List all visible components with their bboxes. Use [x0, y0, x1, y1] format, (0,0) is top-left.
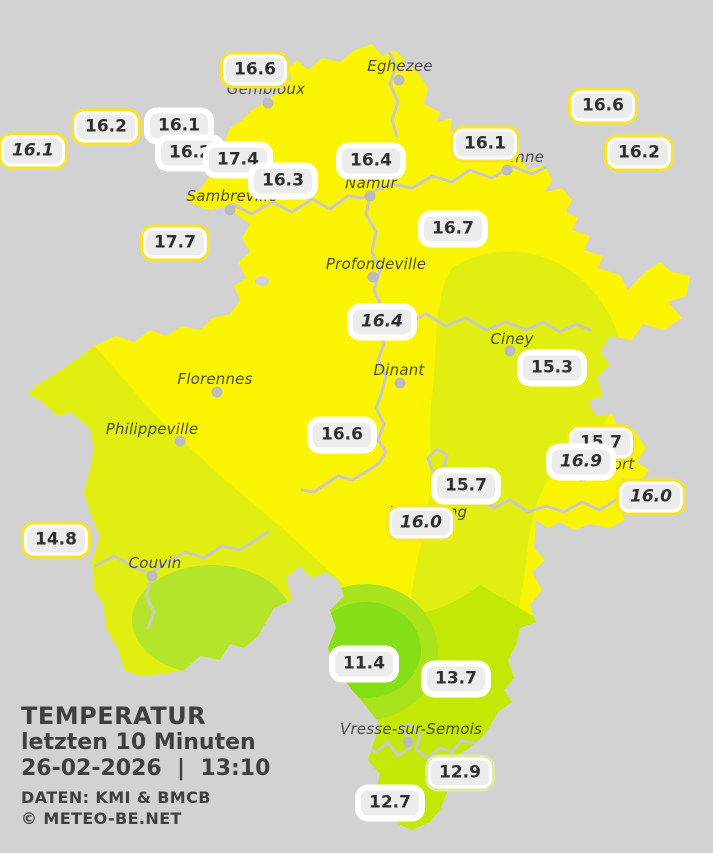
city-label-namur: Namur [345, 174, 397, 192]
temperature-pill: 16.3 [251, 165, 315, 197]
temperature-pill: 15.7 [434, 470, 498, 502]
city-label-profondeville: Profondeville [325, 255, 427, 273]
temperature-pill: 16.2 [74, 111, 138, 143]
temperature-pill: 16.0 [619, 481, 683, 513]
temperature-pill: 15.3 [520, 352, 584, 384]
temperature-pill: 16.2 [158, 137, 222, 169]
city-label-vresse-sur-semois: Vresse-sur-Semois [340, 720, 482, 738]
city-dot-namur [364, 190, 376, 202]
city-label-eghezee: Eghezee [367, 57, 433, 75]
temperature-pill: 16.1 [1, 135, 65, 167]
temperature-pill: 16.0 [389, 507, 453, 539]
temperature-pill: 16.6 [223, 54, 287, 86]
city-dot-philippeville [174, 435, 186, 447]
temperature-pill: 11.4 [332, 648, 396, 680]
map-title: TEMPERATUR [21, 702, 207, 730]
city-label-florennes: Florennes [177, 370, 253, 388]
city-label-dinant: Dinant [373, 361, 425, 379]
temperature-pill: 16.6 [571, 90, 635, 122]
city-dot-andenne [501, 164, 513, 176]
map-subtitle: letzten 10 Minuten [21, 730, 256, 756]
temperature-pill: 16.4 [350, 306, 414, 338]
map-datetime: 26-02-2026 | 13:10 [21, 756, 271, 782]
site-credit: © METEO-BE.NET [21, 809, 182, 829]
temperature-pill: 13.7 [424, 663, 488, 695]
temperature-pill: 16.6 [310, 419, 374, 451]
temperature-pill: 16.9 [549, 446, 613, 478]
city-dot-ciney [504, 345, 516, 357]
city-dot-sambreville [224, 204, 236, 216]
city-label-philippeville: Philippeville [105, 420, 199, 438]
city-label-ciney: Ciney [490, 330, 534, 348]
temperature-pill: 16.2 [607, 137, 671, 169]
city-dot-dinant [394, 377, 406, 389]
city-dot-gembloux [262, 97, 274, 109]
temperature-pill: 14.8 [24, 524, 88, 556]
temperature-pill: 17.7 [143, 227, 207, 259]
city-dot-couvin [146, 570, 158, 582]
temperature-pill: 16.4 [339, 145, 403, 177]
temperature-pill: 16.1 [453, 128, 517, 160]
info-panel: TEMPERATUR letzten 10 Minuten 26-02-2026… [21, 702, 270, 830]
city-dot-eghezee [393, 74, 405, 86]
city-label-couvin: Couvin [128, 554, 182, 572]
temperature-pill: 16.7 [421, 213, 485, 245]
city-dot-florennes [211, 386, 223, 398]
data-source-credit: DATEN: KMI & BMCB [21, 788, 211, 808]
city-dot-vresse-sur-semois [402, 736, 414, 748]
temperature-pill: 12.7 [358, 787, 422, 819]
contour-couvin-green [132, 565, 292, 675]
temperature-pill: 12.9 [428, 757, 492, 789]
map-enclave [255, 276, 269, 286]
city-dot-profondeville [367, 271, 379, 283]
